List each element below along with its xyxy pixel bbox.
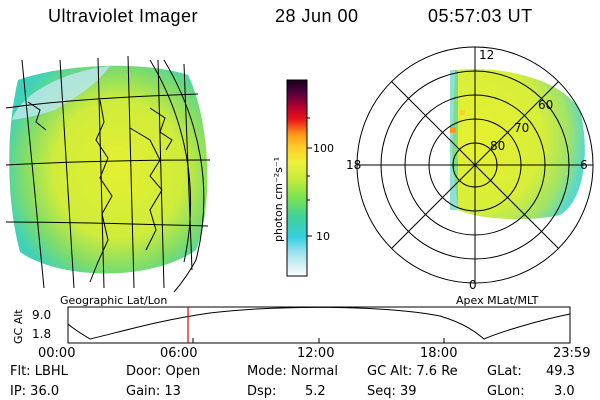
polar-emission-region	[452, 68, 585, 220]
alt-ytick-1-8: 1.8	[32, 327, 51, 341]
info-glon-label: GLon:	[487, 384, 525, 399]
colorbar	[286, 79, 308, 277]
info-dsp-value: 5.2	[305, 384, 326, 399]
colorbar-ticks	[307, 117, 312, 237]
mlat-label-70: 70	[514, 121, 529, 135]
mlt-label-18: 18	[346, 158, 361, 172]
info-gain: Gain: 13	[126, 384, 181, 399]
geographic-map	[5, 55, 211, 293]
polar-dial	[356, 46, 594, 284]
mlat-label-60: 60	[538, 98, 553, 112]
altitude-curve	[67, 306, 571, 340]
mlt-label-12: 12	[479, 48, 494, 62]
info-dsp-label: Dsp:	[247, 384, 277, 399]
info-mode: Mode: Normal	[247, 364, 338, 379]
alt-xtick-1800: 18:00	[420, 346, 458, 361]
alt-xtick-0600: 06:00	[160, 346, 198, 361]
alt-ylabel: GC Alt	[12, 309, 25, 344]
alt-xtick-0000: 00:00	[38, 346, 76, 361]
app-title: Ultraviolet Imager	[48, 6, 199, 26]
mlt-label-6: 6	[580, 158, 588, 172]
info-gc-alt: GC Alt: 7.6 Re	[367, 364, 458, 379]
mlt-label-0: 0	[469, 278, 477, 292]
polar-caption: Apex MLat/MLT	[456, 294, 539, 307]
info-seq: Seq: 39	[367, 384, 417, 399]
altitude-strip	[67, 306, 571, 344]
polar-grid	[356, 46, 594, 284]
info-glon-value: 3.0	[554, 384, 575, 399]
geo-caption: Geographic Lat/Lon	[60, 294, 167, 307]
coastline	[27, 101, 47, 131]
info-filter: Flt: LBHL	[10, 364, 68, 379]
altitude-plot-frame	[67, 306, 571, 344]
colorbar-tick-100: 100	[313, 142, 334, 155]
info-glat-label: GLat:	[487, 364, 522, 379]
geo-pale-edge	[12, 66, 110, 120]
coastline	[129, 127, 163, 251]
geo-emission-region	[9, 65, 208, 274]
info-door: Door: Open	[126, 364, 201, 379]
info-glat-value: 49.3	[546, 364, 575, 379]
polar-bright-pixel	[460, 110, 465, 115]
alt-xtick-2359: 23:59	[553, 346, 591, 361]
polar-bright-pixel	[450, 127, 456, 133]
latlon-grid	[5, 55, 211, 293]
mlat-label-80: 80	[490, 139, 505, 153]
polar-emission-edge	[450, 70, 458, 210]
date-label: 28 Jun 00	[275, 6, 359, 26]
alt-xtick-1200: 12:00	[297, 346, 335, 361]
time-label: 05:57:03 UT	[428, 6, 533, 26]
colorbar-tick-10: 10	[316, 230, 330, 243]
alt-ytick-9: 9.0	[32, 308, 51, 322]
colorbar-unit-label: photon cm⁻²s⁻¹	[272, 157, 285, 242]
info-ip: IP: 36.0	[10, 384, 60, 399]
